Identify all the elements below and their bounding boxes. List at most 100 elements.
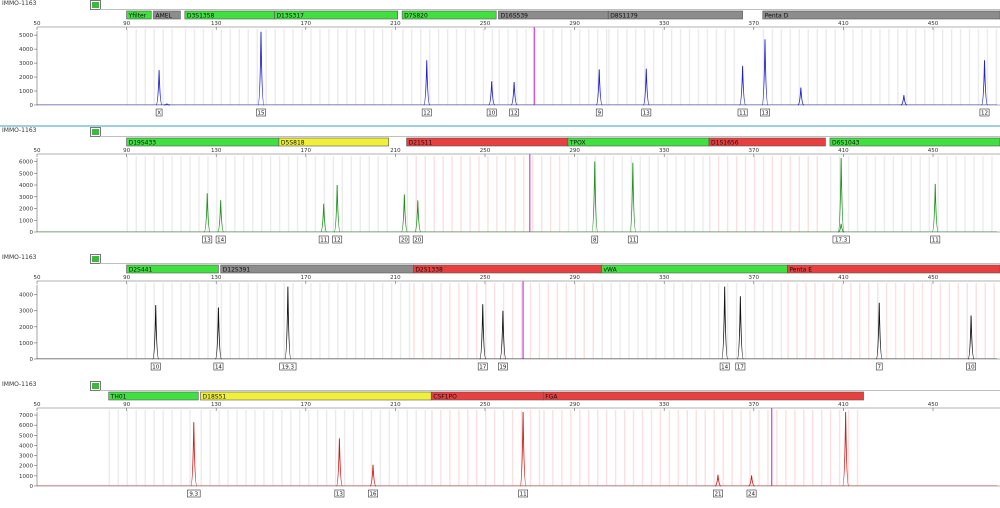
allele-label: 12 xyxy=(981,111,988,117)
bin-band xyxy=(180,156,182,232)
allele-label-box xyxy=(318,235,329,244)
bin-band xyxy=(278,156,281,232)
bin-band xyxy=(838,156,841,232)
bin-band xyxy=(789,29,792,105)
locus-bar xyxy=(278,137,389,147)
locus-label: vWA xyxy=(603,266,617,273)
panel-header-tab xyxy=(100,381,1000,391)
allele-label-box xyxy=(155,108,163,117)
bin-band xyxy=(919,156,921,232)
bin-band xyxy=(601,283,603,359)
x-tick-label: 410 xyxy=(838,275,849,281)
locus-label: CSF1PO xyxy=(433,393,457,400)
bin-band xyxy=(256,283,258,359)
allele-label: 17.3 xyxy=(835,238,848,244)
panel-header: IMMO-1163 xyxy=(0,254,1000,264)
bin-band xyxy=(597,410,599,486)
bin-band xyxy=(491,29,494,105)
bin-band xyxy=(686,410,688,486)
bin-band xyxy=(431,410,433,486)
bin-band xyxy=(541,156,543,232)
panel-header-tab xyxy=(100,0,1000,10)
panel-status-button[interactable] xyxy=(90,381,101,391)
bin-band xyxy=(523,156,525,232)
y-tick-label: 1000 xyxy=(19,474,33,480)
x-tick-label: 250 xyxy=(480,402,491,408)
bin-band xyxy=(883,156,886,232)
bin-band xyxy=(265,29,267,105)
panel-status-button[interactable] xyxy=(90,254,101,264)
bin-band xyxy=(583,283,585,359)
status-icon xyxy=(92,129,99,135)
bin-band xyxy=(415,410,417,486)
locus-label: TPOX xyxy=(569,139,586,146)
bin-band xyxy=(995,29,998,105)
bin-band xyxy=(588,29,590,105)
bin-band xyxy=(381,29,384,105)
x-tick-label: 90 xyxy=(123,148,130,154)
bin-band xyxy=(565,283,568,359)
bin-band xyxy=(236,410,238,486)
bin-band xyxy=(767,410,769,486)
allele-label: 19 xyxy=(499,365,506,371)
bin-band xyxy=(561,29,563,105)
peak xyxy=(257,31,265,106)
bin-band xyxy=(352,410,355,486)
allele-label-box xyxy=(979,108,990,117)
allele-label: 13 xyxy=(762,111,769,117)
bin-band xyxy=(558,156,561,232)
y-tick-label: 5000 xyxy=(19,33,33,39)
peak xyxy=(163,103,170,106)
y-tick-label: 0 xyxy=(30,357,34,363)
black-dye-plot: D2S441 D12S391 D2S1338 vWA Penta E50 90 130 170… xyxy=(19,264,1000,371)
bin-band xyxy=(126,283,128,359)
x-tick-label: 90 xyxy=(123,275,130,281)
bin-band xyxy=(657,156,659,232)
bin-band xyxy=(762,283,765,359)
bin-band xyxy=(511,410,514,486)
bin-band xyxy=(753,283,756,359)
bin-band xyxy=(570,29,572,105)
bin-band xyxy=(532,156,534,232)
locus-bar xyxy=(542,391,864,401)
bin-band xyxy=(644,29,646,105)
bin-band xyxy=(816,29,818,105)
bin-band xyxy=(411,29,413,105)
bin-band xyxy=(305,156,308,232)
bin-band xyxy=(874,156,877,232)
bin-band xyxy=(281,410,283,486)
locus-bar xyxy=(567,137,710,147)
bin-band xyxy=(469,156,471,232)
bin-band xyxy=(373,283,375,359)
bin-band xyxy=(379,410,382,486)
bin-band xyxy=(117,410,120,486)
panel-status-button[interactable] xyxy=(90,127,101,137)
peak xyxy=(190,422,198,487)
bin-band xyxy=(850,283,852,359)
bin-band xyxy=(986,29,989,105)
allele-label: 12 xyxy=(334,238,341,244)
bin-band xyxy=(794,410,796,486)
panel-status-button[interactable] xyxy=(90,0,101,10)
bin-band xyxy=(402,29,404,105)
bin-band xyxy=(614,410,617,486)
bin-band xyxy=(390,283,393,359)
bin-band xyxy=(733,29,736,105)
locus-bar xyxy=(274,10,398,20)
blue-dye-plot: Yfilter AMEL D3S1358 D13S317 D7S820 D16S539 D8… xyxy=(19,10,1000,117)
allele-label-box xyxy=(412,235,423,244)
peak xyxy=(981,60,988,106)
peak xyxy=(931,183,939,233)
x-tick-label: 250 xyxy=(480,275,491,281)
bin-band xyxy=(885,283,888,359)
black-dye-panel: IMMO-1163 D2S441 D12S391 D2S1338 vWA Penta E… xyxy=(0,254,1000,381)
x-tick-label: 290 xyxy=(569,402,580,408)
x-tick-label: 90 xyxy=(123,402,130,408)
bin-band xyxy=(388,410,391,486)
locus-label: Yfilter xyxy=(128,12,147,19)
panel-header-tab xyxy=(100,254,1000,264)
bin-band xyxy=(630,156,632,232)
bin-band xyxy=(603,156,606,232)
bin-band xyxy=(646,283,648,359)
bin-band xyxy=(256,29,258,105)
